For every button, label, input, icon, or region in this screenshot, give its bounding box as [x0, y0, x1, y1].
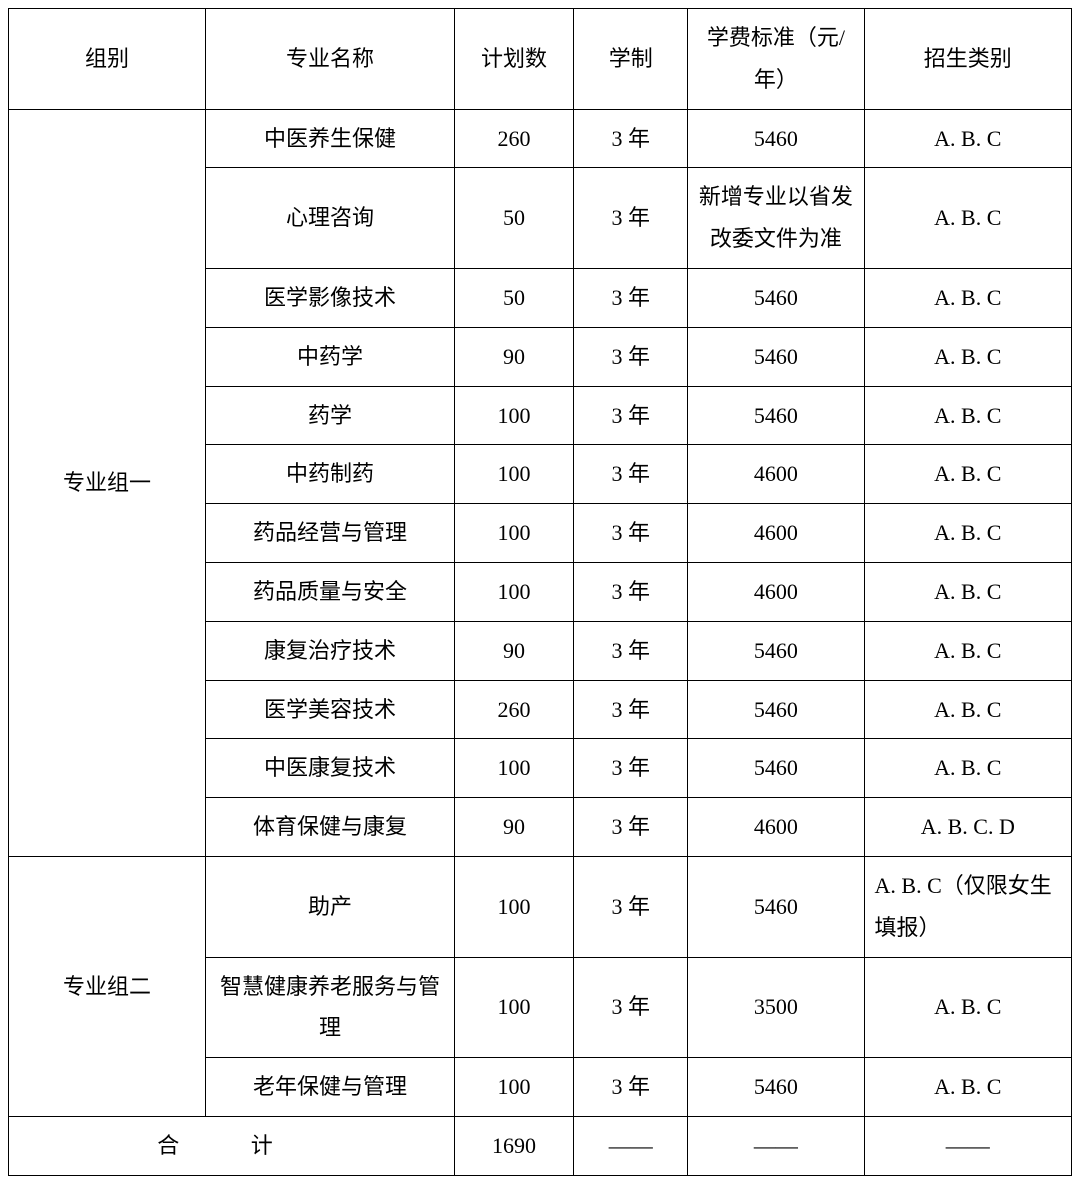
major-cell: 老年保健与管理 [206, 1058, 455, 1117]
major-cell: 医学影像技术 [206, 268, 455, 327]
duration-cell: 3 年 [574, 739, 688, 798]
plan-cell: 90 [454, 621, 573, 680]
major-cell: 体育保健与康复 [206, 798, 455, 857]
header-fee: 学费标准（元/年） [688, 9, 864, 110]
fee-cell: 5460 [688, 386, 864, 445]
plan-cell: 100 [454, 1058, 573, 1117]
fee-cell: 4600 [688, 445, 864, 504]
category-cell: A. B. C [864, 504, 1071, 563]
table-row: 专业组二助产1003 年5460A. B. C（仅限女生填报） [9, 856, 1072, 957]
category-cell: A. B. C [864, 562, 1071, 621]
table-header: 组别 专业名称 计划数 学制 学费标准（元/年） 招生类别 [9, 9, 1072, 110]
duration-cell: 3 年 [574, 109, 688, 168]
duration-cell: 3 年 [574, 445, 688, 504]
plan-cell: 100 [454, 856, 573, 957]
duration-cell: 3 年 [574, 504, 688, 563]
category-cell: A. B. C [864, 327, 1071, 386]
fee-cell: 3500 [688, 957, 864, 1058]
fee-cell: 5460 [688, 856, 864, 957]
table-row: 专业组一中医养生保健2603 年5460A. B. C [9, 109, 1072, 168]
major-cell: 智慧健康养老服务与管理 [206, 957, 455, 1058]
fee-cell: 5460 [688, 621, 864, 680]
major-cell: 心理咨询 [206, 168, 455, 269]
category-cell: A. B. C [864, 621, 1071, 680]
major-cell: 中药学 [206, 327, 455, 386]
category-cell: A. B. C [864, 1058, 1071, 1117]
category-cell: A. B. C [864, 739, 1071, 798]
major-cell: 医学美容技术 [206, 680, 455, 739]
plan-cell: 50 [454, 268, 573, 327]
header-group: 组别 [9, 9, 206, 110]
table-body: 专业组一中医养生保健2603 年5460A. B. C心理咨询503 年新增专业… [9, 109, 1072, 1175]
duration-cell: 3 年 [574, 680, 688, 739]
major-cell: 康复治疗技术 [206, 621, 455, 680]
plan-cell: 100 [454, 445, 573, 504]
fee-cell: 4600 [688, 562, 864, 621]
plan-cell: 100 [454, 739, 573, 798]
category-cell: A. B. C. D [864, 798, 1071, 857]
fee-cell: 5460 [688, 1058, 864, 1117]
plan-cell: 260 [454, 109, 573, 168]
enrollment-table: 组别 专业名称 计划数 学制 学费标准（元/年） 招生类别 专业组一中医养生保健… [8, 8, 1072, 1176]
fee-cell: 5460 [688, 268, 864, 327]
total-plan: 1690 [454, 1116, 573, 1175]
total-fee: —— [688, 1116, 864, 1175]
fee-cell: 5460 [688, 739, 864, 798]
duration-cell: 3 年 [574, 856, 688, 957]
major-cell: 药学 [206, 386, 455, 445]
fee-cell: 5460 [688, 327, 864, 386]
duration-cell: 3 年 [574, 1058, 688, 1117]
category-cell: A. B. C [864, 445, 1071, 504]
plan-cell: 100 [454, 562, 573, 621]
duration-cell: 3 年 [574, 327, 688, 386]
plan-cell: 90 [454, 327, 573, 386]
plan-cell: 260 [454, 680, 573, 739]
duration-cell: 3 年 [574, 268, 688, 327]
major-cell: 中药制药 [206, 445, 455, 504]
major-cell: 药品质量与安全 [206, 562, 455, 621]
total-row: 合 计1690—————— [9, 1116, 1072, 1175]
total-category: —— [864, 1116, 1071, 1175]
header-plan: 计划数 [454, 9, 573, 110]
category-cell: A. B. C（仅限女生填报） [864, 856, 1071, 957]
header-major: 专业名称 [206, 9, 455, 110]
duration-cell: 3 年 [574, 386, 688, 445]
category-cell: A. B. C [864, 386, 1071, 445]
fee-cell: 4600 [688, 504, 864, 563]
category-cell: A. B. C [864, 109, 1071, 168]
total-label: 合 计 [9, 1116, 455, 1175]
plan-cell: 50 [454, 168, 573, 269]
group-cell: 专业组二 [9, 856, 206, 1116]
major-cell: 助产 [206, 856, 455, 957]
total-duration: —— [574, 1116, 688, 1175]
header-category: 招生类别 [864, 9, 1071, 110]
duration-cell: 3 年 [574, 957, 688, 1058]
fee-cell: 5460 [688, 109, 864, 168]
group-cell: 专业组一 [9, 109, 206, 856]
header-duration: 学制 [574, 9, 688, 110]
plan-cell: 100 [454, 957, 573, 1058]
duration-cell: 3 年 [574, 562, 688, 621]
plan-cell: 100 [454, 386, 573, 445]
fee-cell: 5460 [688, 680, 864, 739]
fee-cell: 4600 [688, 798, 864, 857]
major-cell: 中医康复技术 [206, 739, 455, 798]
plan-cell: 90 [454, 798, 573, 857]
duration-cell: 3 年 [574, 621, 688, 680]
category-cell: A. B. C [864, 268, 1071, 327]
plan-cell: 100 [454, 504, 573, 563]
category-cell: A. B. C [864, 680, 1071, 739]
fee-cell: 新增专业以省发改委文件为准 [688, 168, 864, 269]
category-cell: A. B. C [864, 957, 1071, 1058]
major-cell: 中医养生保健 [206, 109, 455, 168]
duration-cell: 3 年 [574, 168, 688, 269]
major-cell: 药品经营与管理 [206, 504, 455, 563]
duration-cell: 3 年 [574, 798, 688, 857]
category-cell: A. B. C [864, 168, 1071, 269]
